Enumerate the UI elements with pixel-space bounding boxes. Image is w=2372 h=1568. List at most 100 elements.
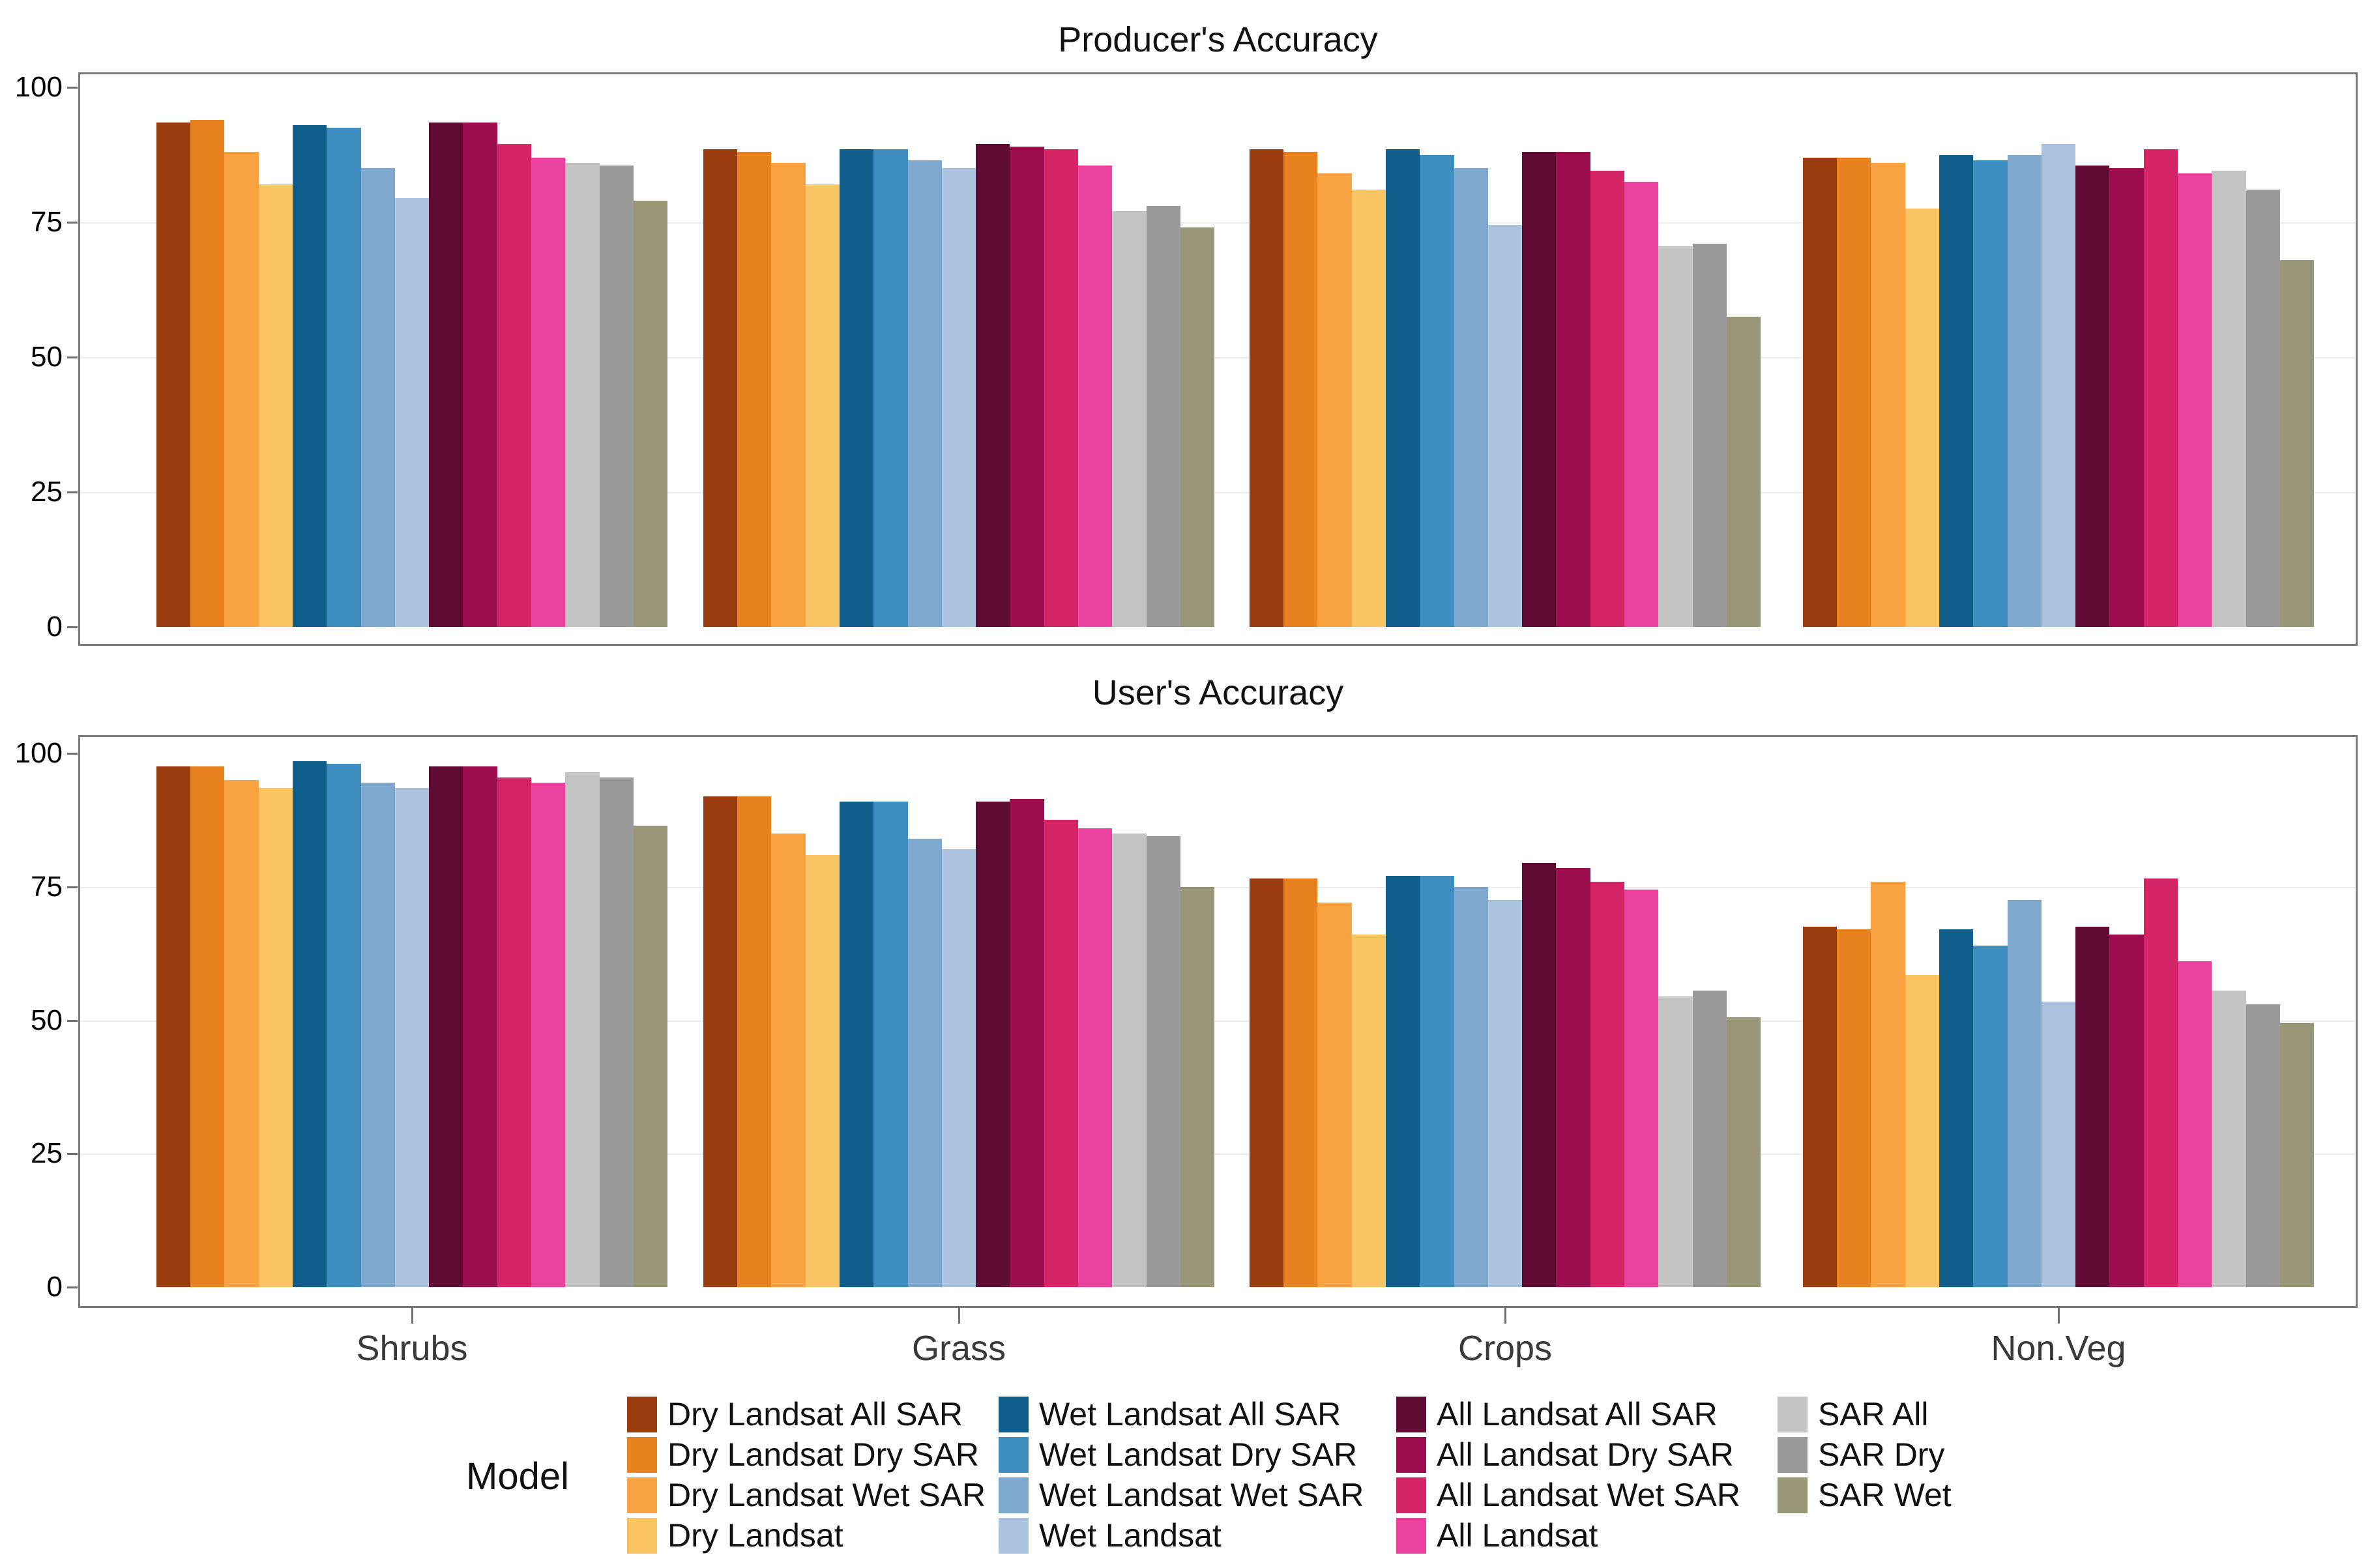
bar-grass-dry-landsat-all-sar xyxy=(703,796,738,1287)
bar-grass-dry-landsat-all-sar xyxy=(703,149,738,627)
bar-grass-sar-all xyxy=(1112,211,1147,627)
bar-crops-wet-landsat-dry-sar xyxy=(1420,876,1454,1287)
bar-crops-dry-landsat-dry-sar xyxy=(1283,152,1318,627)
bar-crops-dry-landsat-all-sar xyxy=(1249,149,1284,627)
legend-label-dry-landsat: Dry Landsat xyxy=(667,1517,843,1554)
legend-label-all-landsat: All Landsat xyxy=(1437,1517,1598,1554)
y-axis-label-75: 75 xyxy=(31,206,63,238)
bar-nonveg-all-landsat xyxy=(2178,961,2212,1287)
legend-swatch-all-landsat-all-sar xyxy=(1396,1397,1426,1432)
bar-shrubs-all-landsat xyxy=(531,157,566,627)
y-axis-label-100: 100 xyxy=(14,71,63,103)
bar-shrubs-all-landsat-wet-sar xyxy=(497,143,532,627)
legend-swatch-wet-landsat-dry-sar xyxy=(999,1437,1029,1473)
legend-swatch-sar-wet xyxy=(1778,1477,1808,1513)
legend-swatch-dry-landsat-all-sar xyxy=(627,1397,657,1432)
bar-grass-sar-all xyxy=(1112,833,1147,1287)
bar-grass-dry-landsat-wet-sar xyxy=(771,162,806,627)
y-axis-tick-25 xyxy=(67,491,78,493)
bar-grass-all-landsat-all-sar xyxy=(976,801,1010,1287)
bar-shrubs-wet-landsat xyxy=(394,788,430,1287)
bar-shrubs-dry-landsat-wet-sar xyxy=(224,152,259,627)
bar-shrubs-dry-landsat-all-sar xyxy=(156,122,191,627)
legend-swatch-all-landsat-dry-sar xyxy=(1396,1437,1426,1473)
bar-nonveg-sar-all xyxy=(2212,991,2246,1287)
gridline-50 xyxy=(80,1020,2356,1022)
legend-label-wet-landsat-dry-sar: Wet Landsat Dry SAR xyxy=(1039,1436,1358,1473)
bar-shrubs-all-landsat-dry-sar xyxy=(463,122,497,627)
legend-label-dry-landsat-all-sar: Dry Landsat All SAR xyxy=(667,1396,963,1432)
bar-nonveg-wet-landsat xyxy=(2041,143,2076,627)
bar-nonveg-all-landsat-all-sar xyxy=(2075,927,2110,1287)
bar-shrubs-wet-landsat-dry-sar xyxy=(327,764,361,1287)
bar-grass-sar-dry xyxy=(1146,206,1180,627)
bar-nonveg-sar-all xyxy=(2212,171,2246,627)
bar-crops-sar-all xyxy=(1658,246,1693,627)
legend-swatch-sar-dry xyxy=(1778,1437,1808,1473)
users-accuracy-panel xyxy=(78,735,2358,1308)
bar-grass-dry-landsat-dry-sar xyxy=(737,152,772,627)
bar-crops-all-landsat-dry-sar xyxy=(1556,868,1590,1287)
bar-nonveg-wet-landsat-dry-sar xyxy=(1973,160,2008,627)
bar-shrubs-dry-landsat-wet-sar xyxy=(224,779,259,1287)
bar-nonveg-wet-landsat xyxy=(2041,1001,2076,1287)
bar-nonveg-all-landsat-wet-sar xyxy=(2143,149,2178,627)
bar-nonveg-sar-wet xyxy=(2279,1023,2315,1287)
bar-grass-dry-landsat xyxy=(805,854,840,1287)
bar-nonveg-dry-landsat-wet-sar xyxy=(1871,881,1905,1287)
bar-shrubs-all-landsat-all-sar xyxy=(429,766,463,1287)
bar-crops-dry-landsat-dry-sar xyxy=(1283,878,1318,1287)
x-axis-tick-nonveg xyxy=(2057,1308,2060,1324)
bar-grass-sar-wet xyxy=(1180,886,1215,1287)
bar-nonveg-sar-dry xyxy=(2246,1004,2280,1287)
bar-crops-all-landsat-wet-sar xyxy=(1590,881,1625,1287)
y-axis-tick-0 xyxy=(67,626,78,628)
y-axis-label-75: 75 xyxy=(31,870,63,903)
y-axis-tick-75 xyxy=(67,886,78,888)
legend-swatch-sar-all xyxy=(1778,1397,1808,1432)
bar-crops-wet-landsat xyxy=(1487,900,1523,1287)
bar-grass-all-landsat-wet-sar xyxy=(1044,820,1079,1287)
legend-label-dry-landsat-wet-sar: Dry Landsat Wet SAR xyxy=(667,1477,986,1513)
legend-label-sar-dry: SAR Dry xyxy=(1818,1436,1945,1473)
bar-shrubs-dry-landsat-all-sar xyxy=(156,766,191,1287)
y-axis-tick-50 xyxy=(67,1019,78,1022)
legend-swatch-wet-landsat-wet-sar xyxy=(999,1477,1029,1513)
bar-nonveg-dry-landsat-dry-sar xyxy=(1837,929,1871,1287)
bar-shrubs-dry-landsat-dry-sar xyxy=(190,119,225,627)
y-axis-label-25: 25 xyxy=(31,1137,63,1170)
legend-swatch-dry-landsat-dry-sar xyxy=(627,1437,657,1473)
bar-crops-dry-landsat-wet-sar xyxy=(1317,903,1352,1287)
bar-grass-all-landsat xyxy=(1078,166,1113,627)
gridline-50 xyxy=(80,357,2356,358)
bar-crops-sar-dry xyxy=(1692,244,1727,627)
category-label-crops: Crops xyxy=(1457,1329,1553,1368)
bar-crops-wet-landsat-all-sar xyxy=(1385,876,1420,1287)
bar-nonveg-dry-landsat xyxy=(1905,974,1939,1287)
bar-grass-wet-landsat-all-sar xyxy=(839,149,874,627)
bar-grass-sar-dry xyxy=(1146,835,1180,1287)
bar-shrubs-wet-landsat-wet-sar xyxy=(360,168,395,627)
legend-label-all-landsat-all-sar: All Landsat All SAR xyxy=(1437,1396,1718,1432)
x-axis-tick-shrubs xyxy=(411,1308,413,1324)
bar-grass-dry-landsat xyxy=(805,184,840,627)
bar-nonveg-dry-landsat-all-sar xyxy=(1802,927,1838,1287)
y-axis-tick-0 xyxy=(67,1286,78,1288)
legend-swatch-all-landsat-wet-sar xyxy=(1396,1477,1426,1513)
bar-shrubs-wet-landsat xyxy=(394,197,430,627)
gridline-25 xyxy=(80,492,2356,493)
bar-crops-wet-landsat xyxy=(1487,225,1523,627)
bar-grass-all-landsat-dry-sar xyxy=(1010,147,1044,627)
bar-shrubs-sar-dry xyxy=(599,777,634,1287)
bar-shrubs-sar-all xyxy=(565,772,600,1287)
bar-nonveg-wet-landsat-dry-sar xyxy=(1973,945,2008,1287)
legend-label-dry-landsat-dry-sar: Dry Landsat Dry SAR xyxy=(667,1436,979,1473)
y-axis-label-25: 25 xyxy=(31,476,63,508)
legend-title: Model xyxy=(466,1455,569,1498)
legend-label-all-landsat-wet-sar: All Landsat Wet SAR xyxy=(1437,1477,1740,1513)
bar-shrubs-sar-dry xyxy=(599,166,634,627)
bar-grass-wet-landsat-wet-sar xyxy=(907,160,942,627)
x-axis-tick-grass xyxy=(958,1308,960,1324)
bar-nonveg-all-landsat-all-sar xyxy=(2075,166,2110,627)
